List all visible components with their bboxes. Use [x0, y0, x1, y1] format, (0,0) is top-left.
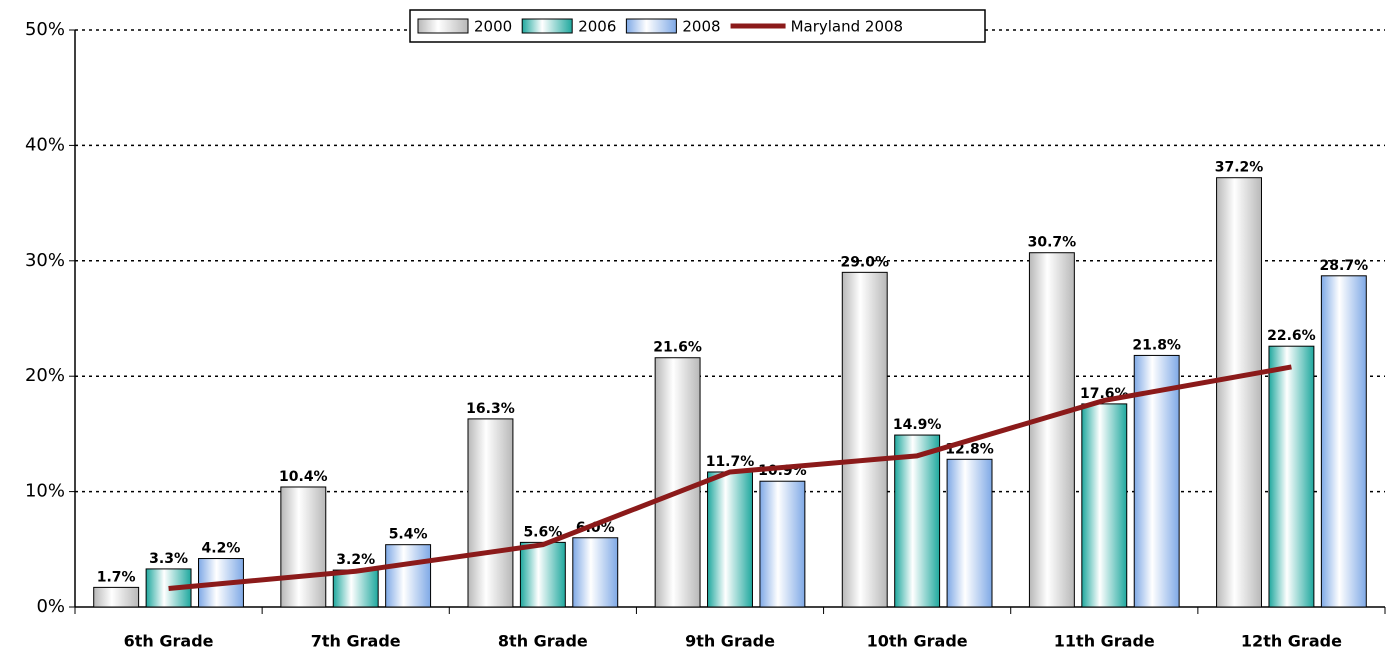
y-tick-label: 30%: [25, 250, 65, 271]
data-label: 1.7%: [97, 569, 136, 585]
bar: [759, 480, 806, 608]
bar: [707, 471, 753, 608]
bar: [385, 544, 432, 608]
data-label: 11.7%: [706, 454, 755, 470]
legend-label: 2008: [682, 18, 720, 36]
data-label: 14.9%: [893, 417, 942, 433]
data-label: 21.8%: [1132, 337, 1181, 353]
x-tick-label: 8th Grade: [498, 632, 588, 651]
legend-swatch: [521, 18, 573, 34]
bar: [1133, 354, 1180, 608]
legend-swatch: [625, 18, 677, 34]
data-label: 30.7%: [1028, 235, 1077, 251]
bar: [894, 434, 941, 608]
x-tick-label: 12th Grade: [1241, 632, 1342, 651]
bar: [467, 418, 514, 608]
y-tick-label: 40%: [25, 134, 65, 155]
x-tick-label: 9th Grade: [685, 632, 775, 651]
x-tick-label: 10th Grade: [867, 632, 968, 651]
x-tick-label: 6th Grade: [124, 632, 214, 651]
bar: [946, 458, 993, 608]
bar: [1028, 252, 1075, 608]
data-label: 16.3%: [466, 401, 515, 417]
data-label: 10.4%: [279, 469, 328, 485]
bar: [332, 569, 379, 608]
x-tick-label: 11th Grade: [1054, 632, 1155, 651]
data-label: 22.6%: [1267, 328, 1316, 344]
data-label: 28.7%: [1320, 258, 1369, 274]
bar: [1320, 275, 1367, 608]
legend-label: 2006: [578, 18, 616, 36]
data-label: 4.2%: [202, 541, 241, 557]
data-label: 3.3%: [149, 551, 188, 567]
x-tick-label: 7th Grade: [311, 632, 401, 651]
y-tick-label: 50%: [25, 19, 65, 40]
legend-label: Maryland 2008: [791, 18, 904, 36]
y-tick-label: 20%: [25, 365, 65, 386]
bar: [93, 586, 140, 608]
bar: [572, 537, 619, 608]
legend-swatch: [417, 18, 469, 34]
data-label: 5.4%: [389, 527, 428, 543]
bar: [1268, 345, 1315, 608]
data-label: 6.0%: [576, 520, 615, 536]
bar: [1081, 403, 1128, 608]
bar: [519, 541, 566, 608]
line-series: [168, 364, 1292, 592]
data-label: 3.2%: [336, 552, 375, 568]
y-tick-label: 0%: [36, 596, 65, 617]
bar: [654, 357, 701, 608]
bar: [841, 271, 888, 608]
data-label: 37.2%: [1215, 160, 1264, 176]
data-label: 5.6%: [523, 524, 562, 540]
legend-box: [409, 9, 986, 43]
data-label: 21.6%: [653, 340, 702, 356]
data-label: 29.0%: [840, 254, 889, 270]
bar: [280, 486, 327, 608]
legend: 2000 2006 2008 Maryland 2008: [409, 9, 986, 43]
y-tick-label: 10%: [25, 481, 65, 502]
legend-label: 2000: [474, 18, 512, 36]
bar: [1216, 177, 1262, 608]
